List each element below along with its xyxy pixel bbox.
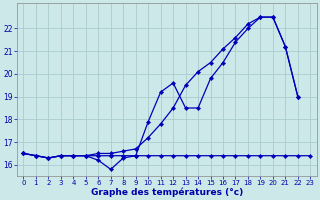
X-axis label: Graphe des températures (°c): Graphe des températures (°c)	[91, 187, 243, 197]
